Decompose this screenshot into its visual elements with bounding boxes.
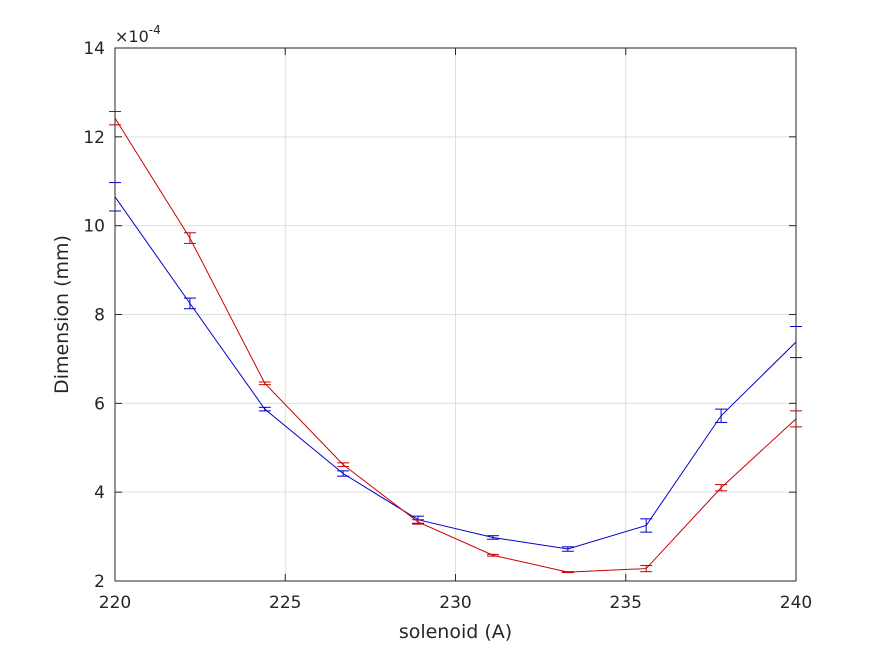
y-exponent-power: -4 [149, 23, 161, 37]
error-bar [640, 518, 653, 533]
y-axis-exponent: ×10-4 [115, 23, 161, 46]
error-bar [337, 470, 350, 477]
error-bar [715, 484, 728, 492]
y-tick-label: 8 [94, 306, 105, 326]
x-tick-label: 235 [610, 593, 642, 613]
error-bar [561, 546, 574, 552]
series-line [114, 117, 797, 573]
error-bar [486, 535, 499, 540]
error-bar [258, 406, 271, 412]
y-tick-label: 10 [83, 217, 105, 237]
series-line [114, 196, 797, 550]
y-tick-label: 4 [94, 483, 105, 503]
y-tick-label: 12 [83, 128, 105, 148]
y-exponent-base: ×10 [115, 27, 149, 46]
y-tick-label: 2 [94, 572, 105, 592]
tick-labels: 220 225 230 235 240 2 4 6 8 10 12 14 [83, 39, 812, 613]
error-bar [337, 462, 350, 467]
y-tick-label: 14 [83, 39, 105, 59]
error-bar [715, 408, 728, 423]
error-bar [183, 297, 196, 310]
axes-box [114, 47, 797, 582]
grid [115, 48, 796, 581]
x-tick-label: 230 [439, 593, 471, 613]
x-tick-label: 240 [780, 593, 812, 613]
axes [114, 47, 797, 582]
y-tick-label: 6 [94, 394, 105, 414]
error-bar [486, 553, 499, 557]
error-bar [412, 519, 425, 525]
x-tick-label: 225 [269, 593, 301, 613]
error-bar [183, 232, 196, 244]
error-bar [561, 571, 574, 574]
error-bar [258, 381, 271, 386]
error-bar [640, 564, 653, 573]
x-tick-label: 220 [99, 593, 131, 613]
x-axis-label: solenoid (A) [399, 621, 512, 643]
y-axis-label: Dimension (mm) [51, 235, 73, 394]
